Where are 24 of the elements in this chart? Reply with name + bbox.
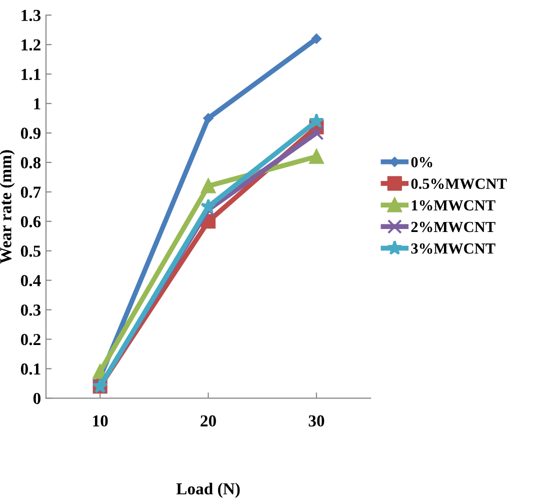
legend-label: 2%MWCNT bbox=[411, 222, 496, 232]
y-tick-label: 0.2 bbox=[20, 334, 40, 346]
x-tick-label: 10 bbox=[93, 415, 108, 427]
y-tick-label: 1.1 bbox=[22, 68, 40, 80]
y-tick-label: 0.1 bbox=[20, 363, 40, 375]
y-axis-title: Wear rate (mm) bbox=[0, 150, 15, 264]
x-tick-label: 20 bbox=[200, 415, 216, 427]
y-tick-label: 0.9 bbox=[20, 128, 41, 139]
legend-label: 1%MWCNT bbox=[412, 200, 496, 211]
legend-label: 0.5%MWCNT bbox=[411, 178, 507, 190]
legend-label: 3%MWCNT bbox=[411, 243, 496, 254]
y-tick-label: 0.5 bbox=[20, 246, 41, 257]
y-tick-label: 1.2 bbox=[22, 39, 40, 51]
x-axis-title: Load (N) bbox=[176, 482, 240, 498]
y-tick-label: 1 bbox=[34, 98, 40, 110]
legend-label: 0% bbox=[411, 157, 432, 168]
x-tick-label: 30 bbox=[308, 415, 324, 427]
y-tick-label: 0 bbox=[33, 392, 40, 404]
y-tick-label: 0.3 bbox=[20, 304, 41, 316]
y-tick-label: 0.6 bbox=[20, 216, 41, 228]
y-tick-label: 0.8 bbox=[20, 157, 41, 168]
y-tick-label: 0.4 bbox=[20, 275, 41, 286]
y-tick-label: 1.3 bbox=[22, 10, 41, 22]
y-tick-label: 0.7 bbox=[20, 186, 41, 198]
